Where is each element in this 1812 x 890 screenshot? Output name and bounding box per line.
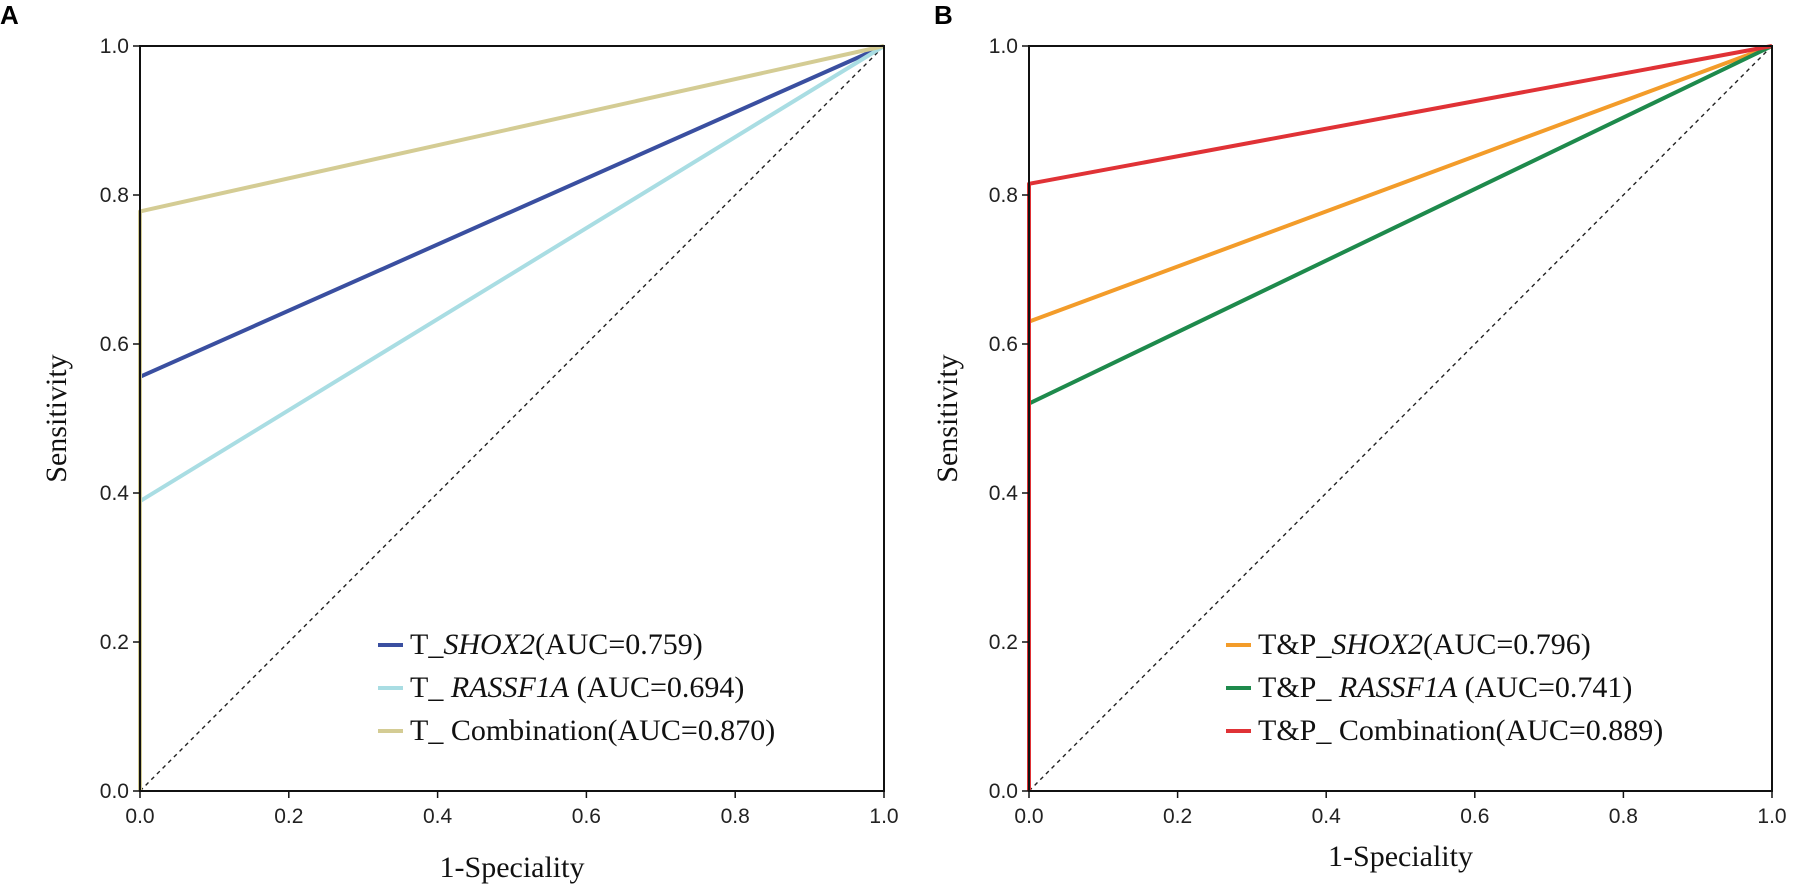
x-tick-label: 1.0	[1757, 805, 1786, 828]
plot-frame	[139, 45, 885, 792]
panel-label: B	[934, 0, 953, 30]
x-tick-label: 0.4	[423, 805, 453, 828]
panel-label: A	[0, 0, 19, 30]
legend-item: T&P_ RASSF1A (AUC=0.741)	[1226, 671, 1632, 704]
legend-prefix: T_	[410, 671, 451, 704]
y-tick-label: 0.4	[989, 482, 1019, 505]
x-axis-title: 1-Speciality	[440, 851, 585, 884]
x-tick-label: 0.8	[721, 805, 750, 828]
panel-a: A 0.0 0.2 0.4 0.6 0.8 1.0 0.0 0.2 0.4 0.6 0.8 1.0 1-S…	[0, 0, 899, 884]
legend-gene: SHOX2	[1331, 628, 1423, 661]
legend: T&P_SHOX2(AUC=0.796)T&P_ RASSF1A (AUC=0.…	[1226, 628, 1663, 747]
legend-suffix: (AUC=0.694)	[569, 671, 744, 704]
legend-prefix: T&P_	[1258, 628, 1332, 661]
x-tick-label: 0.0	[1014, 805, 1043, 828]
legend-gene: RASSF1A	[450, 671, 570, 704]
legend: T_SHOX2(AUC=0.759)T_ RASSF1A (AUC=0.694)…	[378, 628, 775, 747]
legend-item: T_SHOX2(AUC=0.759)	[378, 628, 703, 661]
y-tick-label: 0.8	[100, 184, 129, 207]
y-tick-label: 0.2	[100, 631, 129, 654]
legend-suffix: (AUC=0.796)	[1423, 628, 1591, 661]
y-tick-label: 1.0	[989, 35, 1018, 58]
y-tick-label: 0.2	[989, 631, 1018, 654]
y-tick-label: 0.6	[989, 333, 1018, 356]
legend-label: T_ Combination(AUC=0.870)	[410, 714, 775, 747]
plot-frame	[1028, 45, 1773, 792]
legend-gene: RASSF1A	[1338, 671, 1458, 704]
y-axis-title: Sensitivity	[40, 354, 73, 482]
x-tick-label: 0.4	[1312, 805, 1342, 828]
legend-suffix: Combination(AUC=0.870)	[451, 714, 775, 747]
legend-item: T_ RASSF1A (AUC=0.694)	[378, 671, 744, 704]
legend-label: T_SHOX2(AUC=0.759)	[410, 628, 703, 661]
legend-label: T&P_ Combination(AUC=0.889)	[1258, 714, 1663, 747]
panel-b: B 0.0 0.2 0.4 0.6 0.8 1.0 0.0 0.2 0.4 0.6 0.8 1.0 1-S…	[931, 0, 1787, 873]
x-tick-label: 1.0	[869, 805, 898, 828]
x-tick-label: 0.2	[1163, 805, 1192, 828]
legend-prefix: T_	[410, 714, 451, 747]
legend-item: T&P_SHOX2(AUC=0.796)	[1226, 628, 1591, 661]
x-tick-label: 0.2	[274, 805, 303, 828]
legend-label: T_ RASSF1A (AUC=0.694)	[410, 671, 744, 704]
x-tick-label: 0.6	[1460, 805, 1489, 828]
legend-prefix: T_	[410, 628, 444, 661]
legend-gene: SHOX2	[443, 628, 535, 661]
legend-suffix: (AUC=0.759)	[535, 628, 703, 661]
legend-prefix: T&P_	[1258, 714, 1339, 747]
legend-label: T&P_ RASSF1A (AUC=0.741)	[1258, 671, 1632, 704]
y-axis-title: Sensitivity	[931, 354, 964, 482]
x-tick-label: 0.0	[125, 805, 154, 828]
x-tick-label: 0.6	[572, 805, 601, 828]
y-tick-label: 1.0	[100, 35, 129, 58]
x-tick-label: 0.8	[1609, 805, 1638, 828]
y-tick-label: 0.0	[100, 780, 129, 803]
legend-prefix: T&P_	[1258, 671, 1339, 704]
legend-item: T&P_ Combination(AUC=0.889)	[1226, 714, 1663, 747]
legend-item: T_ Combination(AUC=0.870)	[378, 714, 775, 747]
legend-suffix: Combination(AUC=0.889)	[1339, 714, 1663, 747]
y-tick-label: 0.4	[100, 482, 130, 505]
y-tick-label: 0.6	[100, 333, 129, 356]
x-axis-title: 1-Speciality	[1328, 840, 1473, 873]
legend-label: T&P_SHOX2(AUC=0.796)	[1258, 628, 1591, 661]
legend-suffix: (AUC=0.741)	[1457, 671, 1632, 704]
y-tick-label: 0.8	[989, 184, 1018, 207]
y-tick-label: 0.0	[989, 780, 1018, 803]
